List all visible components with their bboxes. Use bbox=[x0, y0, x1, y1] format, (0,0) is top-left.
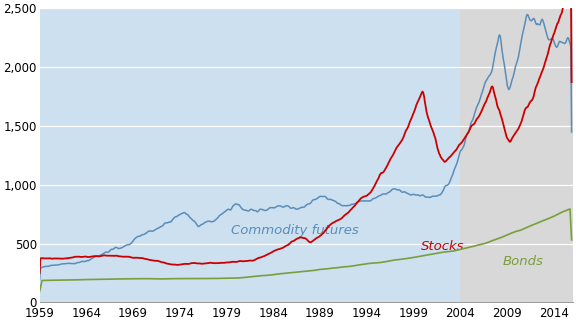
Text: Bonds: Bonds bbox=[502, 255, 543, 268]
Text: Stocks: Stocks bbox=[421, 240, 465, 253]
Bar bbox=[460, 8, 573, 302]
Bar bbox=[40, 8, 460, 302]
Text: Commodity futures: Commodity futures bbox=[232, 224, 359, 236]
